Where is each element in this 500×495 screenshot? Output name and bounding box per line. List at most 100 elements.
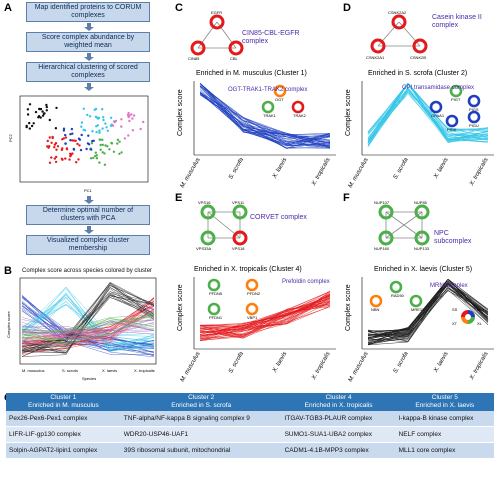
pca-point [110, 142, 114, 145]
table-cell: Solpin-AGPAT2-lipin1 complex [6, 442, 121, 459]
col-title: Cluster 5 [431, 394, 458, 401]
panel-c-enriched: Enriched in M. musculus (Cluster 1) [196, 70, 307, 77]
table-cell: Pex26-Pex6-Pex1 complex [6, 411, 121, 427]
pca-point [102, 116, 105, 119]
complex-line [199, 300, 331, 334]
pca-point [28, 121, 31, 125]
flow-step-3-text: Hierarchical clustering of scored comple… [38, 64, 138, 79]
flow-step-2-text: Score complex abundance by weighted mean [41, 34, 135, 49]
pca-point [71, 132, 74, 135]
inset-node-label: VBP1 [247, 315, 258, 320]
series-line [21, 295, 155, 353]
pca-point [69, 153, 73, 157]
pca-point [108, 148, 111, 151]
complex-line [199, 297, 331, 339]
node-vps16: VPS16 [198, 200, 211, 205]
pca-point [98, 129, 101, 132]
cluster-table: Cluster 1 Enriched in M. musculus Cluster… [6, 393, 494, 459]
pca-point [90, 142, 94, 145]
pca-point [50, 141, 53, 144]
inset-node-label: MRE11 [411, 307, 425, 312]
x-tick-label: M. musculus [348, 351, 370, 383]
table-cell: SUMO1-SUA1-UBA2 complex [281, 426, 396, 443]
pca-point [55, 148, 58, 151]
complex-line [199, 82, 331, 135]
pca-point [95, 130, 98, 134]
complex-line [199, 296, 331, 342]
pca-point [105, 126, 108, 129]
legend-label: XL [477, 321, 483, 326]
panel-e-enriched: Enriched in X. tropicalis (Cluster 4) [194, 266, 302, 273]
complex-line [367, 91, 489, 138]
pca-point [32, 122, 35, 125]
series-line [21, 304, 155, 347]
pca-point [54, 160, 58, 164]
pca-point [45, 103, 48, 107]
complex-line [367, 278, 489, 334]
legend-label: MM [477, 307, 484, 312]
y-axis-label: Complex score [177, 89, 184, 136]
inset-node [409, 294, 423, 308]
pca-point [48, 145, 51, 148]
series-line [21, 302, 155, 352]
complex-line [199, 82, 331, 146]
x-tick-label: X. laevis [271, 157, 288, 181]
pca-point [96, 124, 100, 127]
pca-xlabel: PC1 [84, 188, 93, 193]
pca-point [104, 122, 107, 125]
inset-node-label: PIGT [451, 97, 461, 102]
pca-point [56, 145, 60, 148]
flow-arrow-5 [84, 226, 94, 234]
panel-b-title: Complex score across species colored by … [22, 268, 153, 274]
pca-point [41, 110, 44, 113]
complex-line [367, 287, 489, 345]
table-cell: LIFR-LIF-gp130 complex [6, 426, 121, 443]
inset-complex-title: OGT-TRAK1-TRAK2 complex [228, 87, 307, 93]
table-cell: MLL1 core complex [395, 442, 494, 459]
col-title: Cluster 2 [188, 394, 215, 401]
pca-point [61, 158, 64, 161]
complex-line [367, 82, 489, 140]
flow-step-3: Hierarchical clustering of scored comple… [26, 62, 150, 82]
pca-point [128, 114, 131, 117]
x-tick-label: X. tropicalis [469, 351, 490, 382]
complex-line [199, 94, 331, 147]
x-tick-label: S. scrofa [393, 350, 410, 374]
series-line [21, 322, 155, 335]
pca-point [96, 117, 100, 120]
pca-point [48, 118, 51, 122]
pca-point [74, 139, 77, 142]
panel-label-e: E [175, 192, 183, 204]
pca-point [37, 116, 40, 119]
series-line [21, 306, 155, 342]
panel-b-tick-3: X. tropicalis [134, 368, 155, 373]
table-cell: CADM1-4.1B-MPP3 complex [281, 442, 396, 459]
pca-point [25, 125, 28, 129]
x-tick-label: X. tropicalis [311, 157, 332, 188]
x-tick-label: M. musculus [180, 351, 202, 383]
inset-node [369, 294, 383, 308]
col-subtitle: Enriched in S. scrofa [171, 402, 232, 409]
node-nup107: NUP107 [374, 200, 390, 205]
y-axis-label: Complex score [345, 284, 352, 331]
panel-b-xlabel: Species [82, 376, 96, 381]
pca-point [98, 131, 101, 134]
col-header: Cluster 1 Enriched in M. musculus [6, 393, 121, 411]
series-line [21, 291, 155, 347]
complex-line [367, 91, 489, 143]
y-axis-label: Complex score [177, 284, 184, 331]
pca-ylabel: PC2 [8, 133, 13, 142]
x-tick-label: M. musculus [180, 157, 202, 189]
pca-point [101, 138, 104, 141]
pca-point [86, 113, 89, 117]
panel-b-tick-2: X. laevis [102, 368, 117, 373]
pca-point [26, 108, 30, 111]
inset-node [291, 100, 305, 114]
panel-c-complex-title: CIN85-CBL-EGFR complex [242, 30, 300, 45]
inset-node-label: PFDN2 [247, 291, 261, 296]
panel-f-chart: Complex score M. musculus S. scrofa X. laev… [345, 277, 494, 383]
pca-point [82, 107, 86, 110]
pca-point [109, 124, 113, 127]
panel-d-chart: Complex score M. musculus S. scrofa X. laev… [345, 81, 494, 189]
x-tick-label: S. scrofa [228, 156, 245, 180]
